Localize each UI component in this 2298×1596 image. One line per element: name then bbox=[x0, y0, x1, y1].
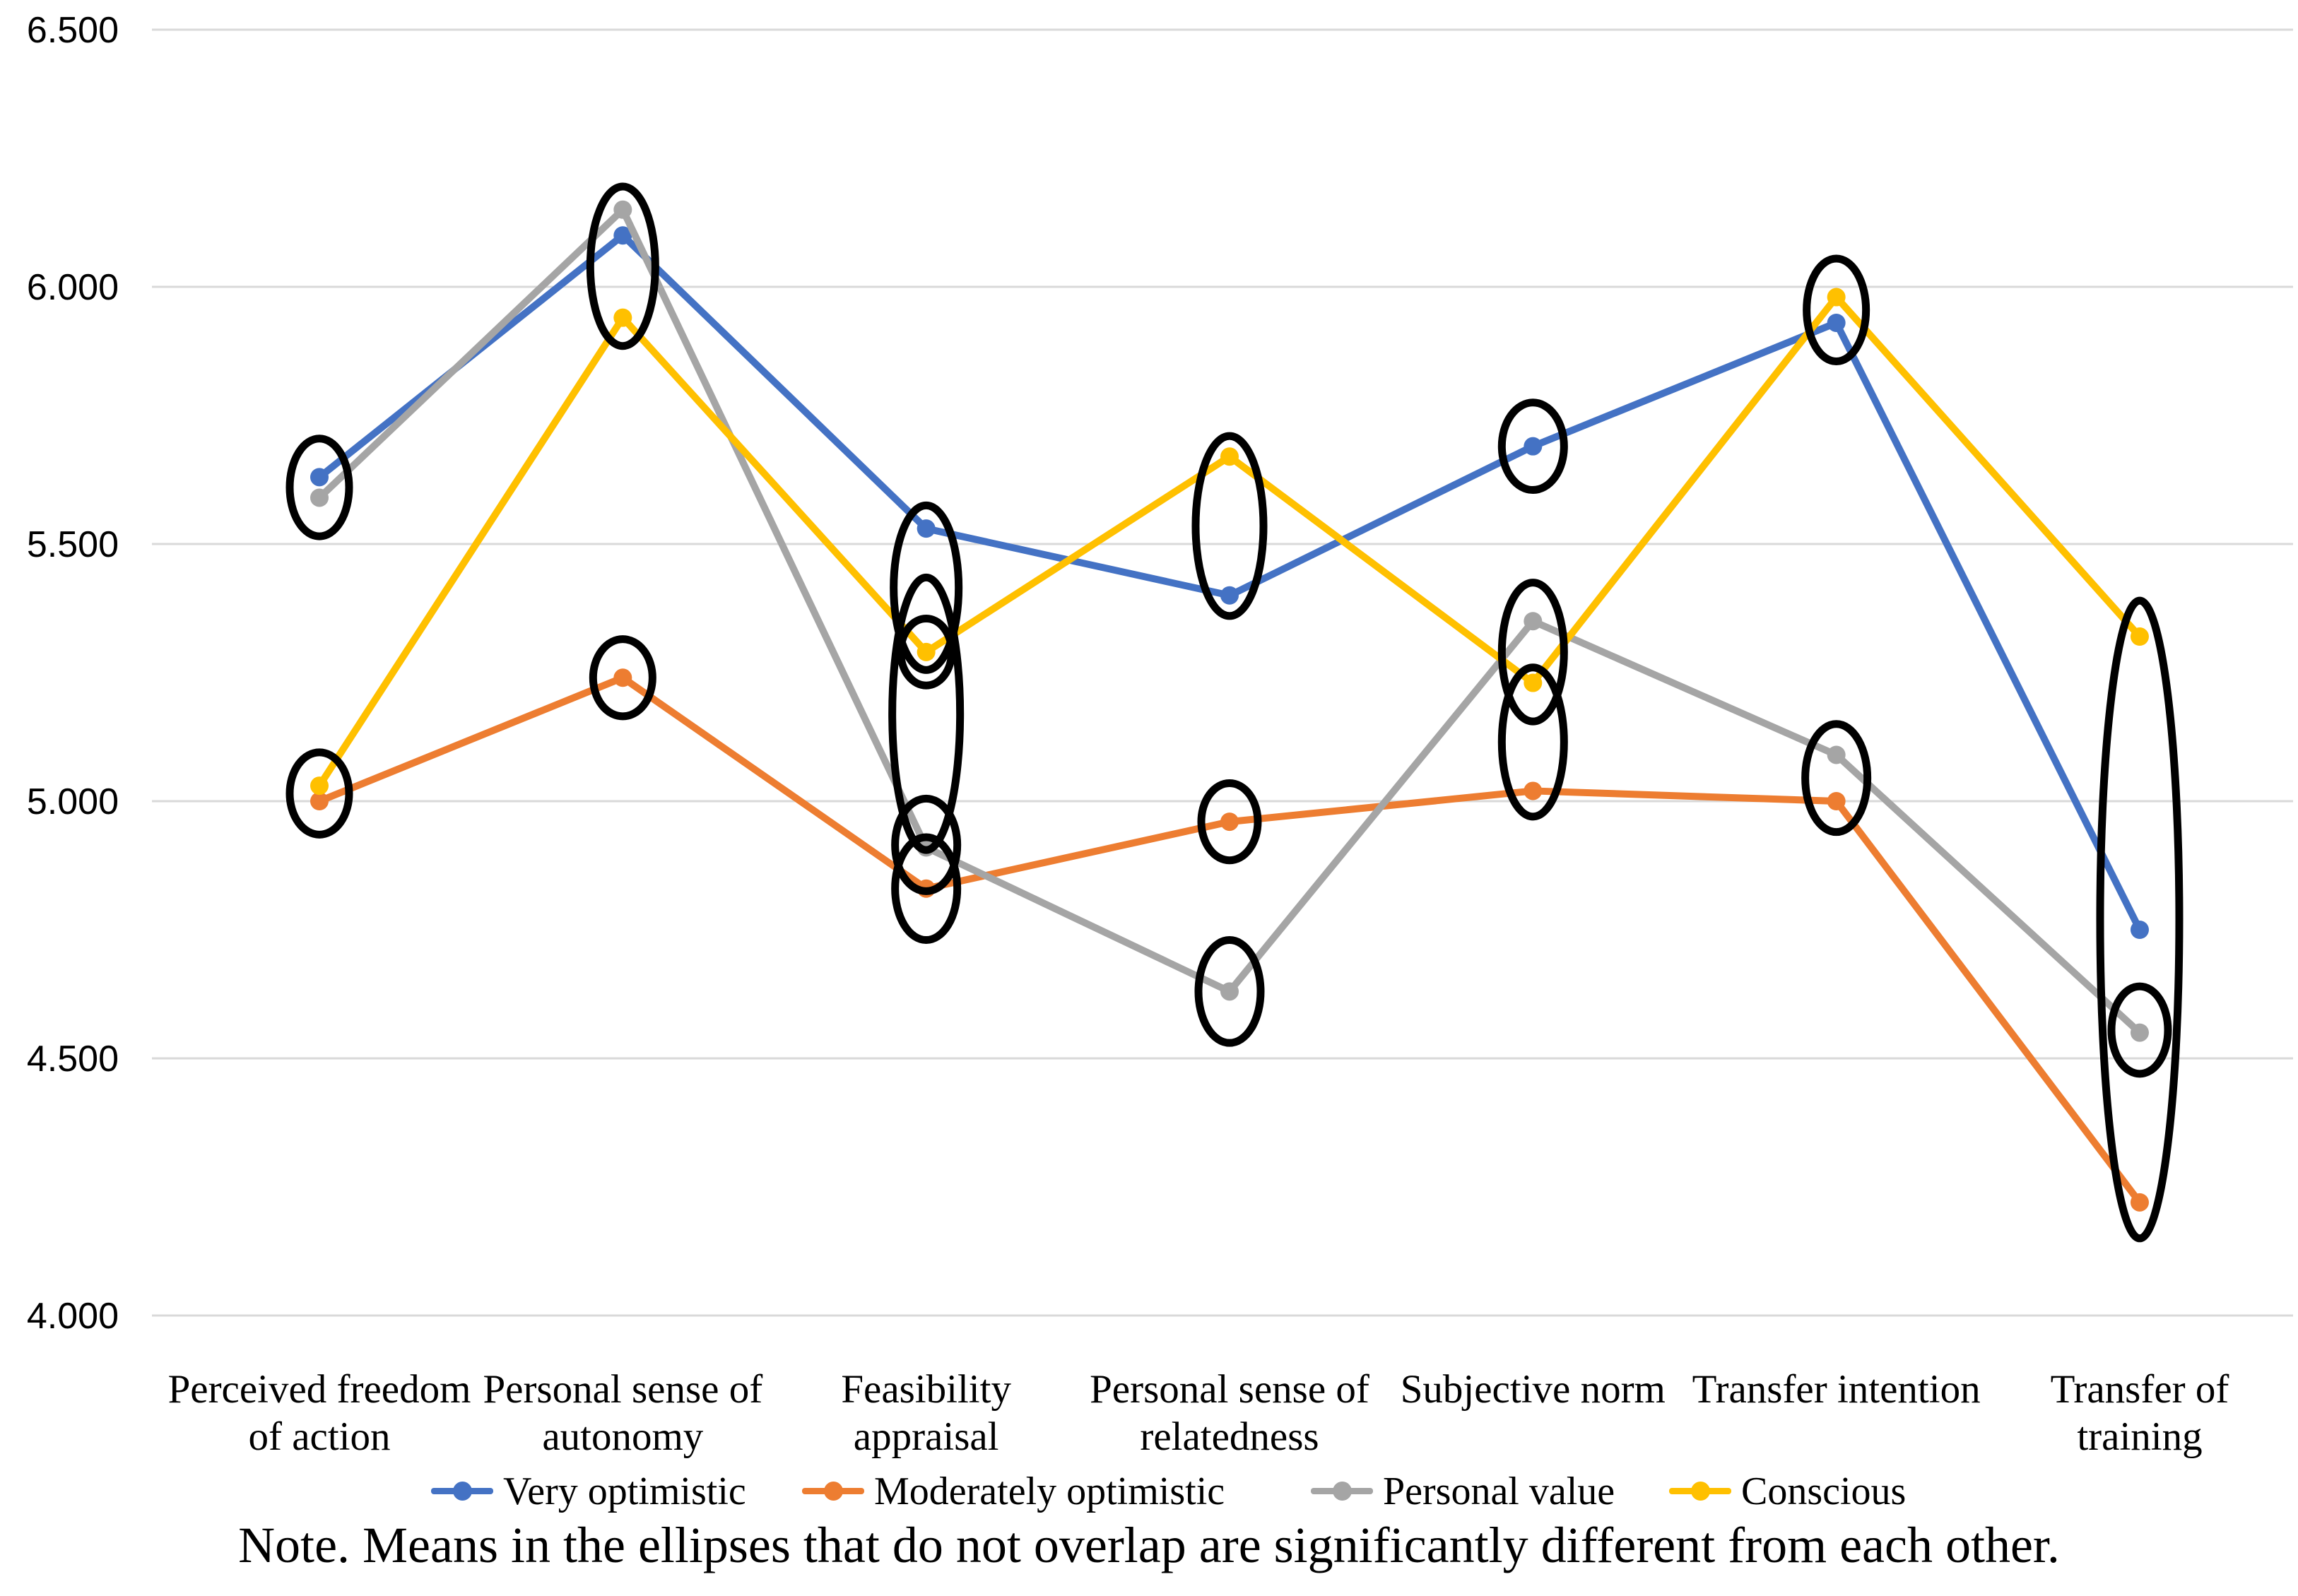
significance-ellipse bbox=[1191, 432, 1268, 620]
significance-ellipse bbox=[2096, 596, 2184, 1243]
data-point-moderately-optimistic bbox=[1827, 792, 1846, 810]
significance-ellipse bbox=[285, 435, 353, 540]
x-axis-label: Personal sense of bbox=[1090, 1367, 1369, 1412]
data-point-personal-value bbox=[1220, 982, 1239, 1001]
legend-marker-dot bbox=[453, 1482, 472, 1501]
significance-ellipse bbox=[1497, 398, 1568, 495]
x-axis-label: Perceived freedom bbox=[168, 1367, 471, 1412]
data-point-moderately-optimistic bbox=[613, 668, 632, 687]
data-point-conscious bbox=[310, 776, 329, 796]
significance-ellipse bbox=[888, 573, 965, 854]
legend-marker-dot bbox=[1333, 1482, 1352, 1501]
data-point-very-optimistic bbox=[2130, 921, 2149, 939]
data-point-very-optimistic bbox=[917, 519, 936, 538]
legend-marker-dot bbox=[1691, 1482, 1710, 1501]
data-point-very-optimistic bbox=[1827, 313, 1846, 332]
x-axis-label: training bbox=[2077, 1414, 2202, 1459]
y-axis-tick-label: 6.500 bbox=[27, 10, 119, 51]
data-point-conscious bbox=[1524, 673, 1543, 692]
data-point-moderately-optimistic bbox=[310, 792, 329, 810]
x-axis-label: relatedness bbox=[1140, 1414, 1319, 1459]
data-point-conscious bbox=[613, 308, 632, 327]
significance-ellipse bbox=[891, 833, 962, 945]
significance-ellipse bbox=[285, 748, 353, 839]
data-point-very-optimistic bbox=[1220, 586, 1239, 605]
significance-ellipse bbox=[1197, 779, 1262, 865]
data-point-personal-value bbox=[1524, 612, 1543, 631]
legend-label: Personal value bbox=[1383, 1470, 1615, 1513]
x-axis-label: Subjective norm bbox=[1401, 1367, 1666, 1412]
x-axis-label: Transfer of bbox=[2051, 1367, 2229, 1412]
data-point-personal-value bbox=[1827, 745, 1846, 764]
significance-ellipse bbox=[1801, 720, 1872, 837]
data-point-moderately-optimistic bbox=[1220, 812, 1239, 832]
significance-ellipse bbox=[589, 635, 656, 721]
significance-ellipse bbox=[1497, 663, 1568, 821]
data-point-very-optimistic bbox=[613, 226, 632, 245]
significance-ellipse bbox=[2107, 982, 2172, 1078]
significance-ellipse bbox=[891, 794, 962, 895]
significance-ellipse bbox=[897, 615, 956, 690]
x-axis-label: of action bbox=[248, 1414, 390, 1459]
legend-label: Very optimistic bbox=[503, 1470, 746, 1513]
y-axis-tick-label: 6.000 bbox=[27, 267, 119, 308]
significance-ellipse bbox=[1497, 579, 1568, 726]
data-point-personal-value bbox=[310, 488, 329, 507]
series-line-conscious bbox=[316, 293, 2143, 790]
x-axis-label: appraisal bbox=[854, 1414, 999, 1459]
y-axis-tick-label: 4.000 bbox=[27, 1296, 119, 1337]
x-axis-label: autonomy bbox=[542, 1414, 703, 1459]
data-point-very-optimistic bbox=[310, 468, 329, 487]
x-axis-label: Transfer intention bbox=[1692, 1367, 1981, 1412]
significance-ellipse bbox=[1194, 936, 1265, 1047]
data-point-personal-value bbox=[613, 200, 632, 219]
y-axis-tick-label: 5.500 bbox=[27, 524, 119, 565]
legend-marker-dot bbox=[824, 1482, 843, 1501]
data-point-moderately-optimistic bbox=[2130, 1193, 2149, 1212]
data-point-conscious bbox=[917, 642, 936, 661]
significance-ellipse bbox=[1803, 254, 1870, 366]
y-axis-tick-label: 5.000 bbox=[27, 781, 119, 822]
data-point-moderately-optimistic bbox=[1524, 781, 1543, 800]
legend-label: Moderately optimistic bbox=[874, 1470, 1225, 1513]
chart-note: Note. Means in the ellipses that do not … bbox=[238, 1517, 2060, 1573]
data-point-conscious bbox=[1827, 288, 1846, 307]
legend-label: Conscious bbox=[1741, 1470, 1907, 1513]
data-point-conscious bbox=[1220, 447, 1239, 466]
x-axis-label: Personal sense of bbox=[483, 1367, 762, 1412]
data-point-personal-value bbox=[2130, 1023, 2149, 1042]
chart-legend: Very optimistic Moderately optimistic Pers… bbox=[0, 1461, 2298, 1525]
significance-ellipse bbox=[890, 501, 963, 674]
data-point-conscious bbox=[2130, 627, 2149, 646]
significance-ellipse bbox=[586, 182, 659, 350]
y-axis-tick-label: 4.500 bbox=[27, 1039, 119, 1080]
data-point-very-optimistic bbox=[1524, 437, 1543, 456]
x-axis-label: Feasibility bbox=[841, 1367, 1011, 1412]
